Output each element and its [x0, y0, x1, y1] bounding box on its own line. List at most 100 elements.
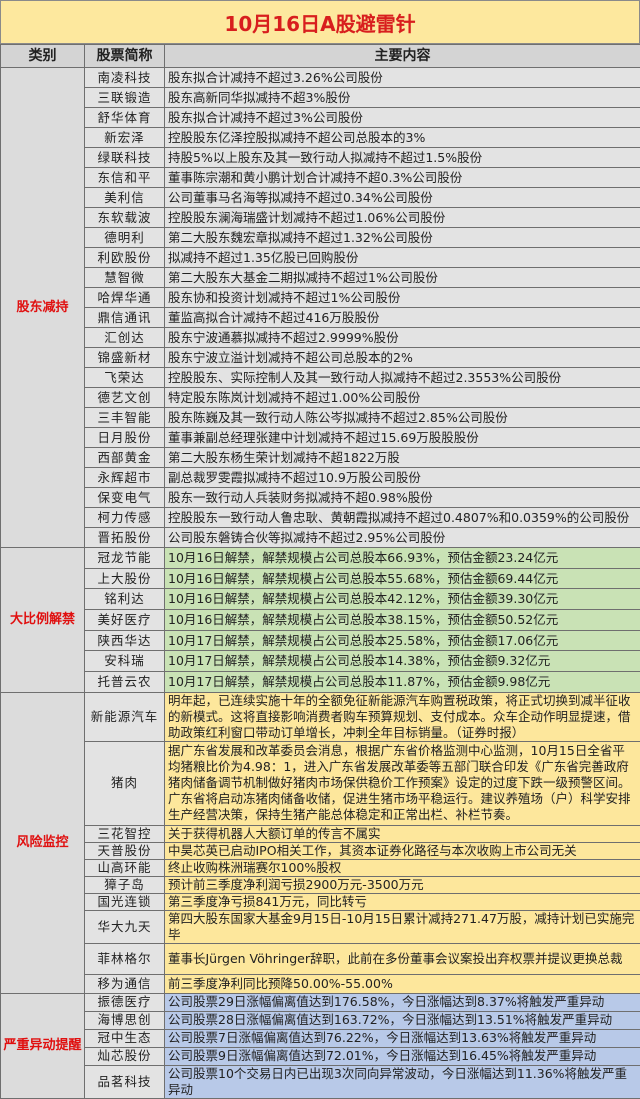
table-row: 保变电气股东一致行动人兵装财务拟减持不超0.98%股份 [1, 488, 640, 508]
content-cell: 股东拟合计减持不超过3%公司股份 [165, 108, 640, 128]
table-row: 新宏泽控股股东亿泽控股拟减持不超公司总股本的3% [1, 128, 640, 148]
stock-name: 三花智控 [85, 825, 165, 842]
table-row: 永辉超市副总裁罗雯霞拟减持不超过10.9万股公司股份 [1, 468, 640, 488]
content-cell: 10月17日解禁，解禁规模占公司总股本14.38%，预估金额9.32亿元 [165, 651, 640, 672]
content-cell: 第三季度净亏损841万元，同比转亏 [165, 893, 640, 910]
stock-name: 三联锻造 [85, 88, 165, 108]
stock-name: 托普云农 [85, 672, 165, 693]
content-cell: 股东陈巍及其一致行动人陈公岑拟减持不超过2.85%公司股份 [165, 408, 640, 428]
category-abnormal-alert: 严重异动提醒 [1, 993, 85, 1098]
table-row: 晋拓股份公司股东磐铸合伙等拟减持不超过2.95%公司股份 [1, 528, 640, 548]
content-cell: 10月16日解禁，解禁规模占公司总股本55.68%，预估金额69.44亿元 [165, 568, 640, 589]
content-cell: 10月16日解禁，解禁规模占公司总股本42.12%，预估金额39.30亿元 [165, 589, 640, 610]
stock-name: 永辉超市 [85, 468, 165, 488]
table-row: 海博思创公司股票28日涨幅偏离值达到163.72%，今日涨幅达到13.51%将触… [1, 1011, 640, 1029]
header-stock: 股票简称 [85, 45, 165, 68]
stock-name: 柯力传感 [85, 508, 165, 528]
stock-name: 冠龙节能 [85, 548, 165, 569]
content-cell: 公司股票9日涨幅偏离值达到72.01%，今日涨幅达到16.45%将触发严重异动 [165, 1047, 640, 1065]
stock-name: 振德医疗 [85, 993, 165, 1011]
stock-name: 新能源汽车 [85, 692, 165, 741]
content-cell: 10月16日解禁，解禁规模占公司总股本38.15%，预估金额50.52亿元 [165, 610, 640, 631]
table-row: 西部黄金第二大股东杨生荣计划减持不超1822万股 [1, 448, 640, 468]
table-row: 美利信公司董事马名海等拟减持不超过0.34%公司股份 [1, 188, 640, 208]
content-cell: 公司董事马名海等拟减持不超过0.34%公司股份 [165, 188, 640, 208]
stock-name: 东信和平 [85, 168, 165, 188]
table-row: 汇创达股东宁波通慕拟减持不超过2.9999%股份 [1, 328, 640, 348]
content-cell: 股东高新同华拟减持不超3%股份 [165, 88, 640, 108]
category-large-unlock: 大比例解禁 [1, 548, 85, 693]
content-cell: 董事陈宗潮和黄小鹏计划合计减持不超0.3%公司股份 [165, 168, 640, 188]
stock-name: 山高环能 [85, 859, 165, 876]
content-cell: 股东协和投资计划减持不超过1%公司股份 [165, 288, 640, 308]
stock-name: 锦盛新材 [85, 348, 165, 368]
content-cell: 特定股东陈岚计划减持不超过1.00%公司股份 [165, 388, 640, 408]
stock-name: 利欧股份 [85, 248, 165, 268]
content-cell: 明年起，已连续实施十年的全额免征新能源汽车购置税政策，将正式切换到减半征收的新模… [165, 692, 640, 741]
content-cell: 10月16日解禁，解禁规模占公司总股本66.93%，预估金额23.24亿元 [165, 548, 640, 569]
stock-name: 海博思创 [85, 1011, 165, 1029]
table-row: 飞荣达控股股东、实际控制人及其一致行动人拟减持不超过2.3553%公司股份 [1, 368, 640, 388]
stock-name: 上大股份 [85, 568, 165, 589]
table-row: 哈焊华通股东协和投资计划减持不超过1%公司股份 [1, 288, 640, 308]
content-cell: 控股股东一致行动人鲁忠耿、黄朝霞拟减持不超过0.4807%和0.0359%的公司… [165, 508, 640, 528]
content-cell: 股东拟合计减持不超过3.26%公司股份 [165, 68, 640, 88]
content-cell: 10月17日解禁，解禁规模占公司总股本11.87%，预估金额9.98亿元 [165, 672, 640, 693]
content-cell: 控股股东澜海瑞盛计划减持不超过1.06%公司股份 [165, 208, 640, 228]
stock-name: 品茗科技 [85, 1065, 165, 1098]
content-cell: 公司股票28日涨幅偏离值达到163.72%，今日涨幅达到13.51%将触发严重异… [165, 1011, 640, 1029]
table-row: 德明利第二大股东魏宏章拟减持不超过1.32%公司股份 [1, 228, 640, 248]
stock-name: 保变电气 [85, 488, 165, 508]
stock-name: 德明利 [85, 228, 165, 248]
category-shareholder-reduction: 股东减持 [1, 68, 85, 548]
content-cell: 第二大股东杨生荣计划减持不超1822万股 [165, 448, 640, 468]
table-row: 獐子岛预计前三季度净利润亏损2900万元-3500万元 [1, 876, 640, 893]
stock-name: 鼎信通讯 [85, 308, 165, 328]
table-row: 山高环能终止收购株洲瑞赛尔100%股权 [1, 859, 640, 876]
category-risk-monitor: 风险监控 [1, 692, 85, 993]
table-header: 类别 股票简称 主要内容 [1, 45, 640, 68]
stock-name: 汇创达 [85, 328, 165, 348]
stock-name: 天普股份 [85, 842, 165, 859]
table-row: 柯力传感控股股东一致行动人鲁忠耿、黄朝霞拟减持不超过0.4807%和0.0359… [1, 508, 640, 528]
content-cell: 持股5%以上股东及其一致行动人拟减持不超过1.5%股份 [165, 148, 640, 168]
table-row: 天普股份中昊芯英已启动IPO相关工作，其资本证券化路径与本次收购上市公司无关 [1, 842, 640, 859]
stock-name: 舒华体育 [85, 108, 165, 128]
stock-name: 哈焊华通 [85, 288, 165, 308]
table-row: 德艺文创特定股东陈岚计划减持不超过1.00%公司股份 [1, 388, 640, 408]
table-row: 股东减持南凌科技股东拟合计减持不超过3.26%公司股份 [1, 68, 640, 88]
content-cell: 控股股东亿泽控股拟减持不超公司总股本的3% [165, 128, 640, 148]
content-cell: 拟减持不超过1.35亿股已回购股份 [165, 248, 640, 268]
stock-name: 冠中生态 [85, 1029, 165, 1047]
content-cell: 前三季度净利同比预降50.00%-55.00% [165, 974, 640, 993]
table-row: 利欧股份拟减持不超过1.35亿股已回购股份 [1, 248, 640, 268]
stock-name: 南凌科技 [85, 68, 165, 88]
content-cell: 公司股票29日涨幅偏离值达到176.58%，今日涨幅达到8.37%将触发严重异动 [165, 993, 640, 1011]
table-row: 慧智微第二大股东大基金二期拟减持不超过1%公司股份 [1, 268, 640, 288]
stock-name: 晋拓股份 [85, 528, 165, 548]
content-cell: 股东宁波通慕拟减持不超过2.9999%股份 [165, 328, 640, 348]
stock-name: 铭利达 [85, 589, 165, 610]
stock-name: 日月股份 [85, 428, 165, 448]
table-row: 国光连锁第三季度净亏损841万元，同比转亏 [1, 893, 640, 910]
table-row: 锦盛新材股东宁波立溢计划减持不超公司总股本的2% [1, 348, 640, 368]
stock-name: 灿芯股份 [85, 1047, 165, 1065]
content-cell: 董事长Jürgen Vöhringer辞职，此前在多份董事会议案投出弃权票并提议… [165, 943, 640, 974]
stock-name: 安科瑞 [85, 651, 165, 672]
table-row: 绿联科技持股5%以上股东及其一致行动人拟减持不超过1.5%股份 [1, 148, 640, 168]
stock-name: 新宏泽 [85, 128, 165, 148]
content-cell: 中昊芯英已启动IPO相关工作，其资本证券化路径与本次收购上市公司无关 [165, 842, 640, 859]
stock-name: 国光连锁 [85, 893, 165, 910]
content-cell: 据广东省发展和改革委员会消息，根据广东省价格监测中心监测，10月15日全省平均猪… [165, 741, 640, 825]
stock-name: 飞荣达 [85, 368, 165, 388]
stock-name: 移为通信 [85, 974, 165, 993]
content-cell: 董监高拟合计减持不超过416万股股份 [165, 308, 640, 328]
table-row: 灿芯股份公司股票9日涨幅偏离值达到72.01%，今日涨幅达到16.45%将触发严… [1, 1047, 640, 1065]
content-cell: 控股股东、实际控制人及其一致行动人拟减持不超过2.3553%公司股份 [165, 368, 640, 388]
table-row: 东软载波控股股东澜海瑞盛计划减持不超过1.06%公司股份 [1, 208, 640, 228]
stock-name: 美好医疗 [85, 610, 165, 631]
